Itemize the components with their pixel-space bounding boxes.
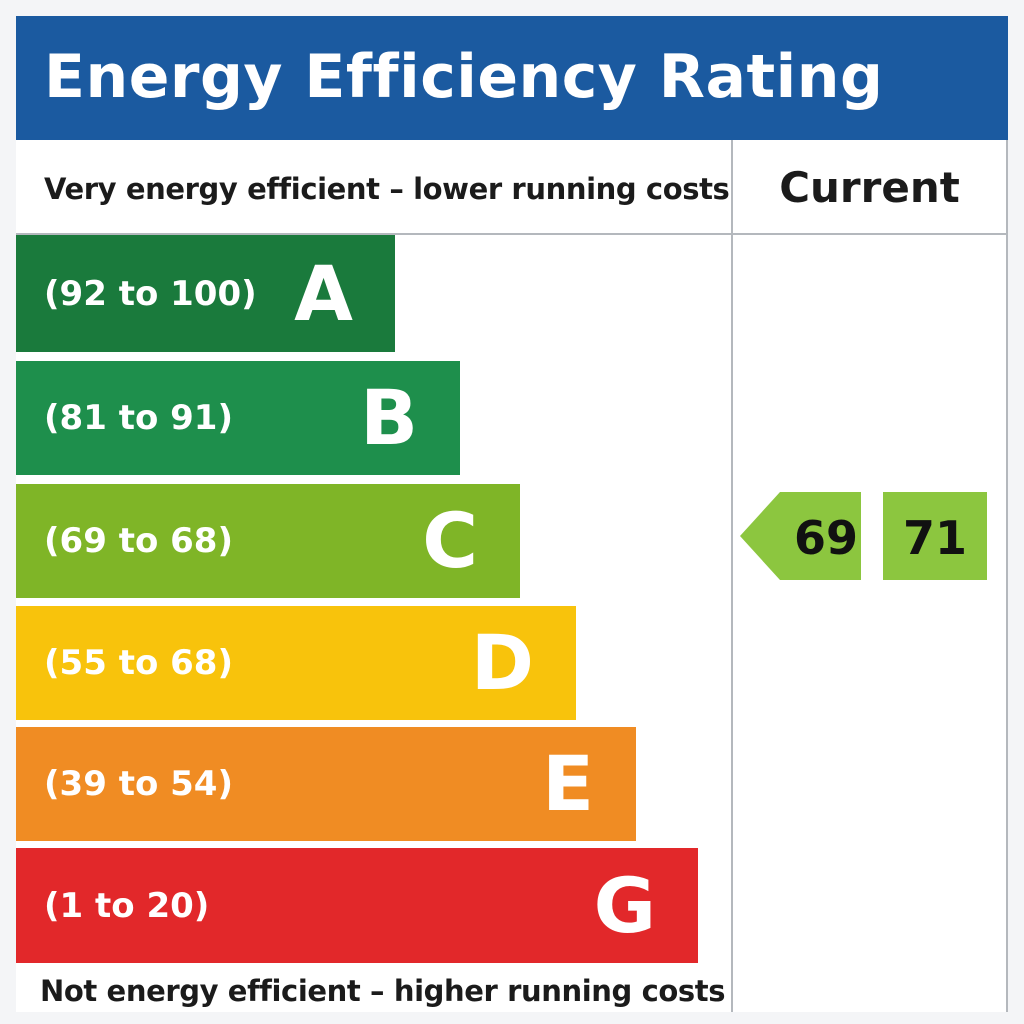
band-range-label: (81 to 91) — [44, 398, 233, 438]
header-divider-left — [16, 233, 731, 235]
current-rating-arrow — [740, 492, 861, 580]
current-column-header: Current — [779, 163, 960, 212]
band-letter: C — [422, 496, 478, 585]
rating-band-b: (81 to 91) B — [16, 361, 460, 475]
band-letter: G — [593, 860, 656, 950]
band-letter: A — [294, 248, 353, 338]
potential-rating-value: 71 — [903, 511, 967, 565]
band-letter: E — [542, 739, 594, 828]
rating-band-d: (55 to 68) D — [16, 606, 576, 720]
band-letter: B — [360, 373, 418, 462]
column-divider — [731, 140, 733, 1012]
band-range-label: (55 to 68) — [44, 643, 233, 683]
title-bar: Energy Efficiency Rating — [16, 16, 1008, 140]
energy-rating-card: Energy Efficiency Rating Very energy eff… — [16, 16, 1008, 1012]
band-range-label: (1 to 20) — [44, 885, 210, 926]
band-range-label: (39 to 54) — [44, 764, 233, 804]
rating-indicators: 69 71 — [740, 492, 987, 580]
top-caption: Very energy efficient – lower running co… — [44, 172, 730, 206]
rating-band-g: (1 to 20) G — [16, 848, 698, 963]
header-divider-right — [733, 233, 1008, 235]
bottom-caption: Not energy efficient – higher running co… — [40, 974, 726, 1008]
current-rating-value: 69 — [794, 511, 858, 565]
chart-title: Energy Efficiency Rating — [44, 42, 884, 112]
rating-band-e: (39 to 54) E — [16, 727, 636, 841]
band-letter: D — [470, 618, 534, 707]
rating-band-c: (69 to 68) C — [16, 484, 520, 598]
potential-rating-box — [883, 492, 987, 580]
band-range-label: (92 to 100) — [44, 273, 257, 314]
band-range-label: (69 to 68) — [44, 521, 233, 561]
right-border — [1006, 140, 1008, 1012]
rating-band-a: (92 to 100) A — [16, 235, 395, 352]
